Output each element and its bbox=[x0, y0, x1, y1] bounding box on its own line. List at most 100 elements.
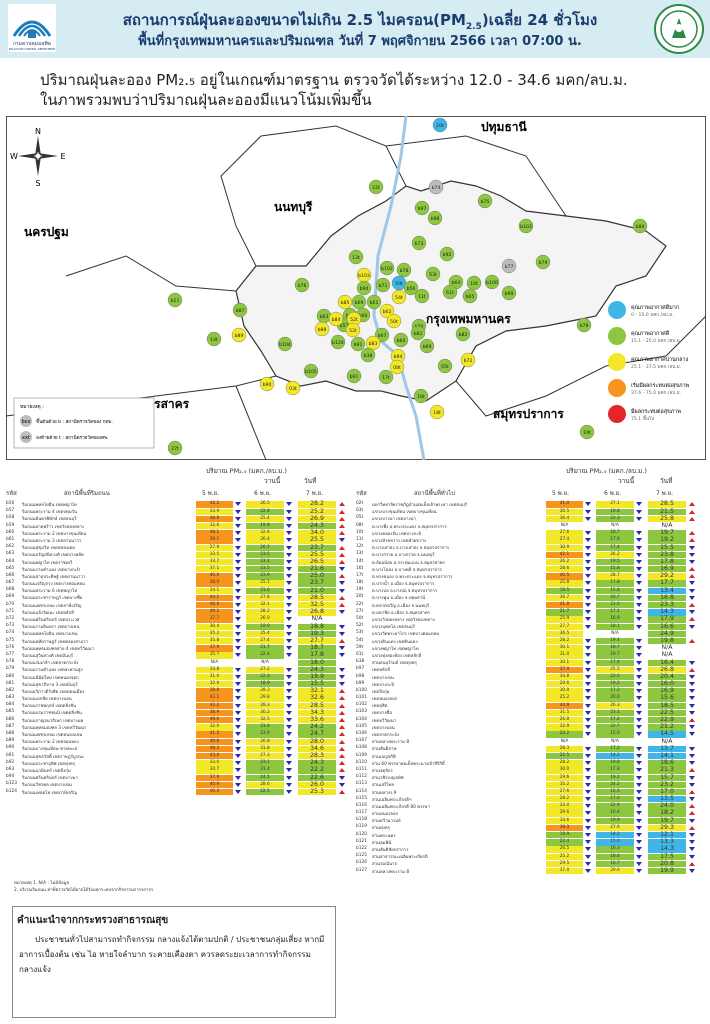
station-code-label: b103 bbox=[520, 224, 532, 230]
trend-down-icon bbox=[689, 797, 695, 802]
station-code-label: b103 bbox=[358, 273, 370, 279]
station-marker-11t: 11t bbox=[414, 288, 430, 304]
pm25-value-d7: N/A bbox=[648, 522, 686, 530]
table-row: 59t แขวงพญาไท เขตพญาไท 30.1 18.7 N/A bbox=[356, 644, 706, 652]
station-code: b102 bbox=[356, 702, 367, 708]
pm25-value-d6: 16.4 bbox=[596, 810, 634, 817]
pm25-value-d5: 35.8 bbox=[196, 637, 233, 645]
station-code-label: 14t bbox=[210, 337, 218, 343]
pm25-value-d6: 23.3 bbox=[596, 515, 634, 523]
trend-up-icon bbox=[339, 574, 345, 579]
trend-down-icon bbox=[585, 782, 591, 787]
trend-down-icon bbox=[235, 782, 241, 787]
table-row: 61t แขวงทุ่งสองห้อง เขตหลักสี่ 31.0 19.7 N/A bbox=[356, 651, 706, 659]
station-code: b101 bbox=[356, 695, 367, 701]
trend-down-icon bbox=[585, 595, 591, 600]
pm25-value-d6: 17.0 bbox=[596, 796, 634, 803]
trend-down-icon bbox=[286, 775, 292, 780]
trend-down-icon bbox=[235, 703, 241, 708]
trend-down-icon bbox=[585, 753, 591, 758]
pm25-value-d7: 26.0 bbox=[298, 781, 336, 789]
station-code: b76 bbox=[6, 644, 15, 650]
station-name: เขตบึงกุ่ม bbox=[372, 689, 390, 695]
pm25-value-d5: 42.2 bbox=[196, 501, 233, 508]
pm25-value-d7: 21.5 bbox=[648, 508, 686, 515]
trend-down-icon bbox=[339, 624, 345, 629]
table-row: 11t แขวงห้วยขวาง เขตห้วยขวาง 27.4 17.9 19.2 bbox=[356, 536, 706, 544]
pm25-value-d5: 28.2 bbox=[546, 637, 583, 645]
pm25-value-d7: 24.3 bbox=[298, 522, 336, 530]
trend-down-icon bbox=[235, 624, 241, 629]
pm25-value-d5: 37.9 bbox=[196, 645, 233, 652]
table-row: b83 ริมถนนเอกชัย เขตบางบอน 43.1 29.8 32.6 bbox=[6, 695, 348, 702]
date-6-header: 6 พ.ย. bbox=[604, 490, 622, 497]
station-marker-53t: 53t bbox=[425, 266, 441, 282]
pm25-value-d6: 32.6 bbox=[246, 530, 284, 537]
station-code-label: 59t bbox=[395, 281, 403, 287]
trend-down-icon bbox=[636, 667, 642, 672]
pm25-value-d5: 35.7 bbox=[196, 652, 233, 659]
pm25-value-d7: 34.6 bbox=[298, 745, 336, 753]
table-row: 52t แขวงบุคคโล เขตธนบุรี 27.7 18.1 16.6 bbox=[356, 623, 706, 630]
date-5-header: 5 พ.ย. bbox=[202, 490, 220, 497]
today-header: วันที่ bbox=[660, 477, 673, 485]
table-notes: หมายเหตุ 1. N/A : ไม่มีข้อมูล 2. บริเวณร… bbox=[14, 880, 344, 894]
summary-text: ปริมาณฝุ่นละออง PM₂.₅ อยู่ในเกณฑ์มาตรฐาน… bbox=[40, 70, 700, 110]
station-name: ต.อ้อมน้อย อ.กระทุ่มแบน จ.สมุทรสาคร bbox=[372, 560, 445, 566]
trend-down-icon bbox=[636, 624, 642, 629]
trend-up-icon bbox=[339, 523, 345, 528]
pm25-value-d6: 24.5 bbox=[246, 774, 284, 781]
trend-down-icon bbox=[689, 782, 695, 787]
trend-down-icon bbox=[689, 545, 695, 550]
pm25-value-d7: 15.5 bbox=[648, 544, 686, 551]
trend-down-icon bbox=[585, 854, 591, 859]
general-rows: 02t มหาวิทยาลัยราชภัฏบ้านสมเด็จเจ้าพระยา … bbox=[356, 500, 706, 875]
pm25-value-d6: 28.2 bbox=[246, 609, 284, 616]
trend-down-icon bbox=[286, 624, 292, 629]
trend-down-icon bbox=[235, 502, 241, 507]
station-code: b90 bbox=[6, 745, 15, 751]
trend-down-icon bbox=[235, 746, 241, 751]
pm25-value-d5: 42.2 bbox=[196, 702, 233, 710]
trend-up-icon bbox=[339, 753, 345, 758]
pm25-value-d6: 27.6 bbox=[596, 824, 634, 832]
pm25-value-d6: 25.5 bbox=[596, 666, 634, 674]
trend-down-icon bbox=[689, 775, 695, 780]
station-name: สวนสันติชัยปราการ bbox=[372, 848, 409, 853]
trend-down-icon bbox=[585, 610, 591, 615]
trend-down-icon bbox=[235, 710, 241, 715]
pm25-value-d6: 20.6 bbox=[596, 695, 634, 702]
trend-up-icon bbox=[689, 516, 695, 521]
table-row: b112 สวนวชิรเบญจทัศ 29.6 19.2 15.7 bbox=[356, 774, 706, 781]
pm25-value-d6: 19.5 bbox=[596, 558, 634, 566]
pm25-value-d5: 25.9 bbox=[546, 616, 583, 623]
station-code-label: b73 bbox=[415, 241, 424, 247]
station-marker-b91: b91 bbox=[346, 368, 362, 384]
trend-down-icon bbox=[235, 545, 241, 550]
pm25-value-d7: 19.2 bbox=[648, 536, 686, 544]
station-code: b59 bbox=[6, 522, 15, 528]
code-header: รหัส bbox=[356, 490, 367, 497]
trend-down-icon bbox=[636, 718, 642, 723]
table-row: b127 สวนหลวงพระราม 8 37.0 29.6 19.9 bbox=[356, 867, 706, 875]
station-marker-b78: b78 bbox=[576, 317, 592, 333]
pm25-value-d7: 26.5 bbox=[298, 558, 336, 566]
advice-title: คำแนะนำจากกระทรวงสาธารณสุข bbox=[17, 915, 169, 926]
trend-down-icon bbox=[235, 595, 241, 600]
trend-down-icon bbox=[689, 595, 695, 600]
pm25-value-d5: 36.4 bbox=[546, 515, 583, 523]
advice-text: ประชาชนทั่วไปสามารถทำกิจกรรม กลางแจ้งได้… bbox=[19, 935, 325, 974]
pm25-value-d5: 25.8 bbox=[546, 580, 583, 587]
pm25-value-d7: 28.2 bbox=[298, 500, 336, 508]
trend-down-icon bbox=[585, 682, 591, 687]
trend-down-icon bbox=[286, 667, 292, 672]
table-row: b58 ริมถนนอินทรพิทักษ์ เขตธนบุรี 38.8 25.4 2… bbox=[6, 515, 348, 522]
station-name: เขตทวีวัฒนา bbox=[372, 718, 397, 724]
trend-down-icon bbox=[689, 854, 695, 859]
trend-down-icon bbox=[585, 718, 591, 723]
station-code: b63 bbox=[6, 551, 15, 557]
station-code-label: 22t bbox=[372, 185, 380, 191]
pm25-value-d7: N/A bbox=[648, 738, 686, 745]
trend-up-icon bbox=[689, 789, 695, 794]
pm25-value-d6: 17.2 bbox=[596, 688, 634, 695]
